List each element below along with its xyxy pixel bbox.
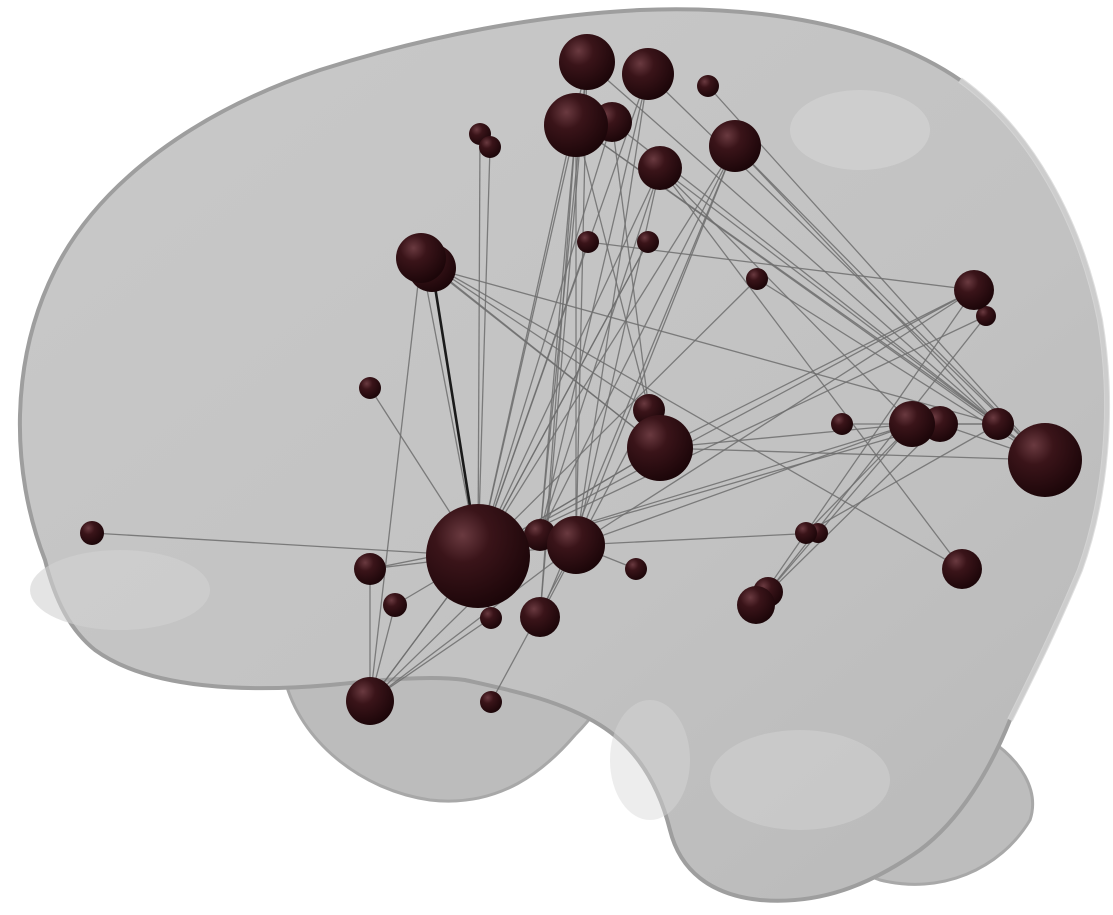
network-edge — [420, 257, 650, 411]
network-node — [359, 377, 381, 399]
network-edge — [755, 423, 941, 606]
network-node — [544, 93, 608, 157]
network-edge — [767, 315, 987, 593]
brain-rim-highlight — [958, 77, 1111, 722]
network-edge — [659, 167, 963, 570]
network-node — [547, 516, 605, 574]
network-node — [638, 146, 682, 190]
network-edge — [575, 167, 661, 546]
network-node — [889, 401, 935, 447]
network-edge — [734, 145, 999, 425]
network-edge — [575, 145, 736, 546]
network-edge — [611, 121, 650, 411]
network-edge — [477, 133, 481, 557]
network-edge — [575, 124, 650, 411]
brain-highlight-patch — [790, 90, 930, 170]
network-edge — [420, 257, 963, 570]
network-edge — [659, 423, 913, 449]
network-node — [709, 120, 761, 172]
network-edge — [477, 241, 649, 557]
network-node — [346, 677, 394, 725]
network-node — [396, 233, 446, 283]
network-node — [383, 593, 407, 617]
network-node — [426, 504, 530, 608]
network-edge — [539, 167, 661, 536]
network-edge — [477, 121, 613, 557]
network-edge — [586, 61, 999, 425]
network-node — [520, 597, 560, 637]
network-edge — [477, 167, 661, 557]
network-node — [637, 231, 659, 253]
network-edge — [734, 145, 1046, 461]
network-edge — [805, 423, 913, 534]
network-edge — [369, 544, 577, 702]
network-node — [976, 306, 996, 326]
network-node — [954, 270, 994, 310]
network-edge — [431, 267, 999, 425]
network-node — [831, 413, 853, 435]
network-edge — [755, 289, 975, 606]
network-node — [746, 268, 768, 290]
network-node — [737, 586, 775, 624]
network-edge — [91, 532, 479, 557]
network-edge — [707, 85, 1046, 461]
network-edge — [575, 289, 975, 546]
network-edge — [477, 241, 589, 557]
network-node — [559, 34, 615, 90]
network-edge — [539, 73, 649, 536]
brain-highlight-patch — [30, 550, 210, 630]
network-node — [479, 136, 501, 158]
network-edge — [575, 532, 819, 546]
brain-highlight-patch — [610, 700, 690, 820]
network-edge — [477, 278, 758, 557]
network-edge — [539, 124, 577, 536]
network-edge — [767, 423, 913, 593]
network-edge — [369, 617, 492, 702]
network-node — [795, 522, 817, 544]
network-node — [1008, 423, 1082, 497]
network-node — [480, 607, 502, 629]
network-nodes — [80, 34, 1082, 725]
network-node — [982, 408, 1014, 440]
network-node — [622, 48, 674, 100]
network-edge — [805, 423, 999, 534]
network-edge — [575, 423, 913, 546]
network-edge — [659, 167, 913, 425]
network-edge — [477, 145, 736, 557]
network-edge — [659, 447, 1046, 461]
network-node — [697, 75, 719, 97]
network-node — [480, 691, 502, 713]
network-node — [577, 231, 599, 253]
network-node — [627, 415, 693, 481]
network-edge — [369, 257, 422, 702]
network-edge — [477, 289, 975, 557]
network-node — [942, 549, 982, 589]
network-node — [625, 558, 647, 580]
network-edge — [477, 146, 491, 557]
brain-highlight-patch — [710, 730, 890, 830]
network-edge — [659, 289, 975, 449]
network-node — [80, 521, 104, 545]
network-node — [354, 553, 386, 585]
